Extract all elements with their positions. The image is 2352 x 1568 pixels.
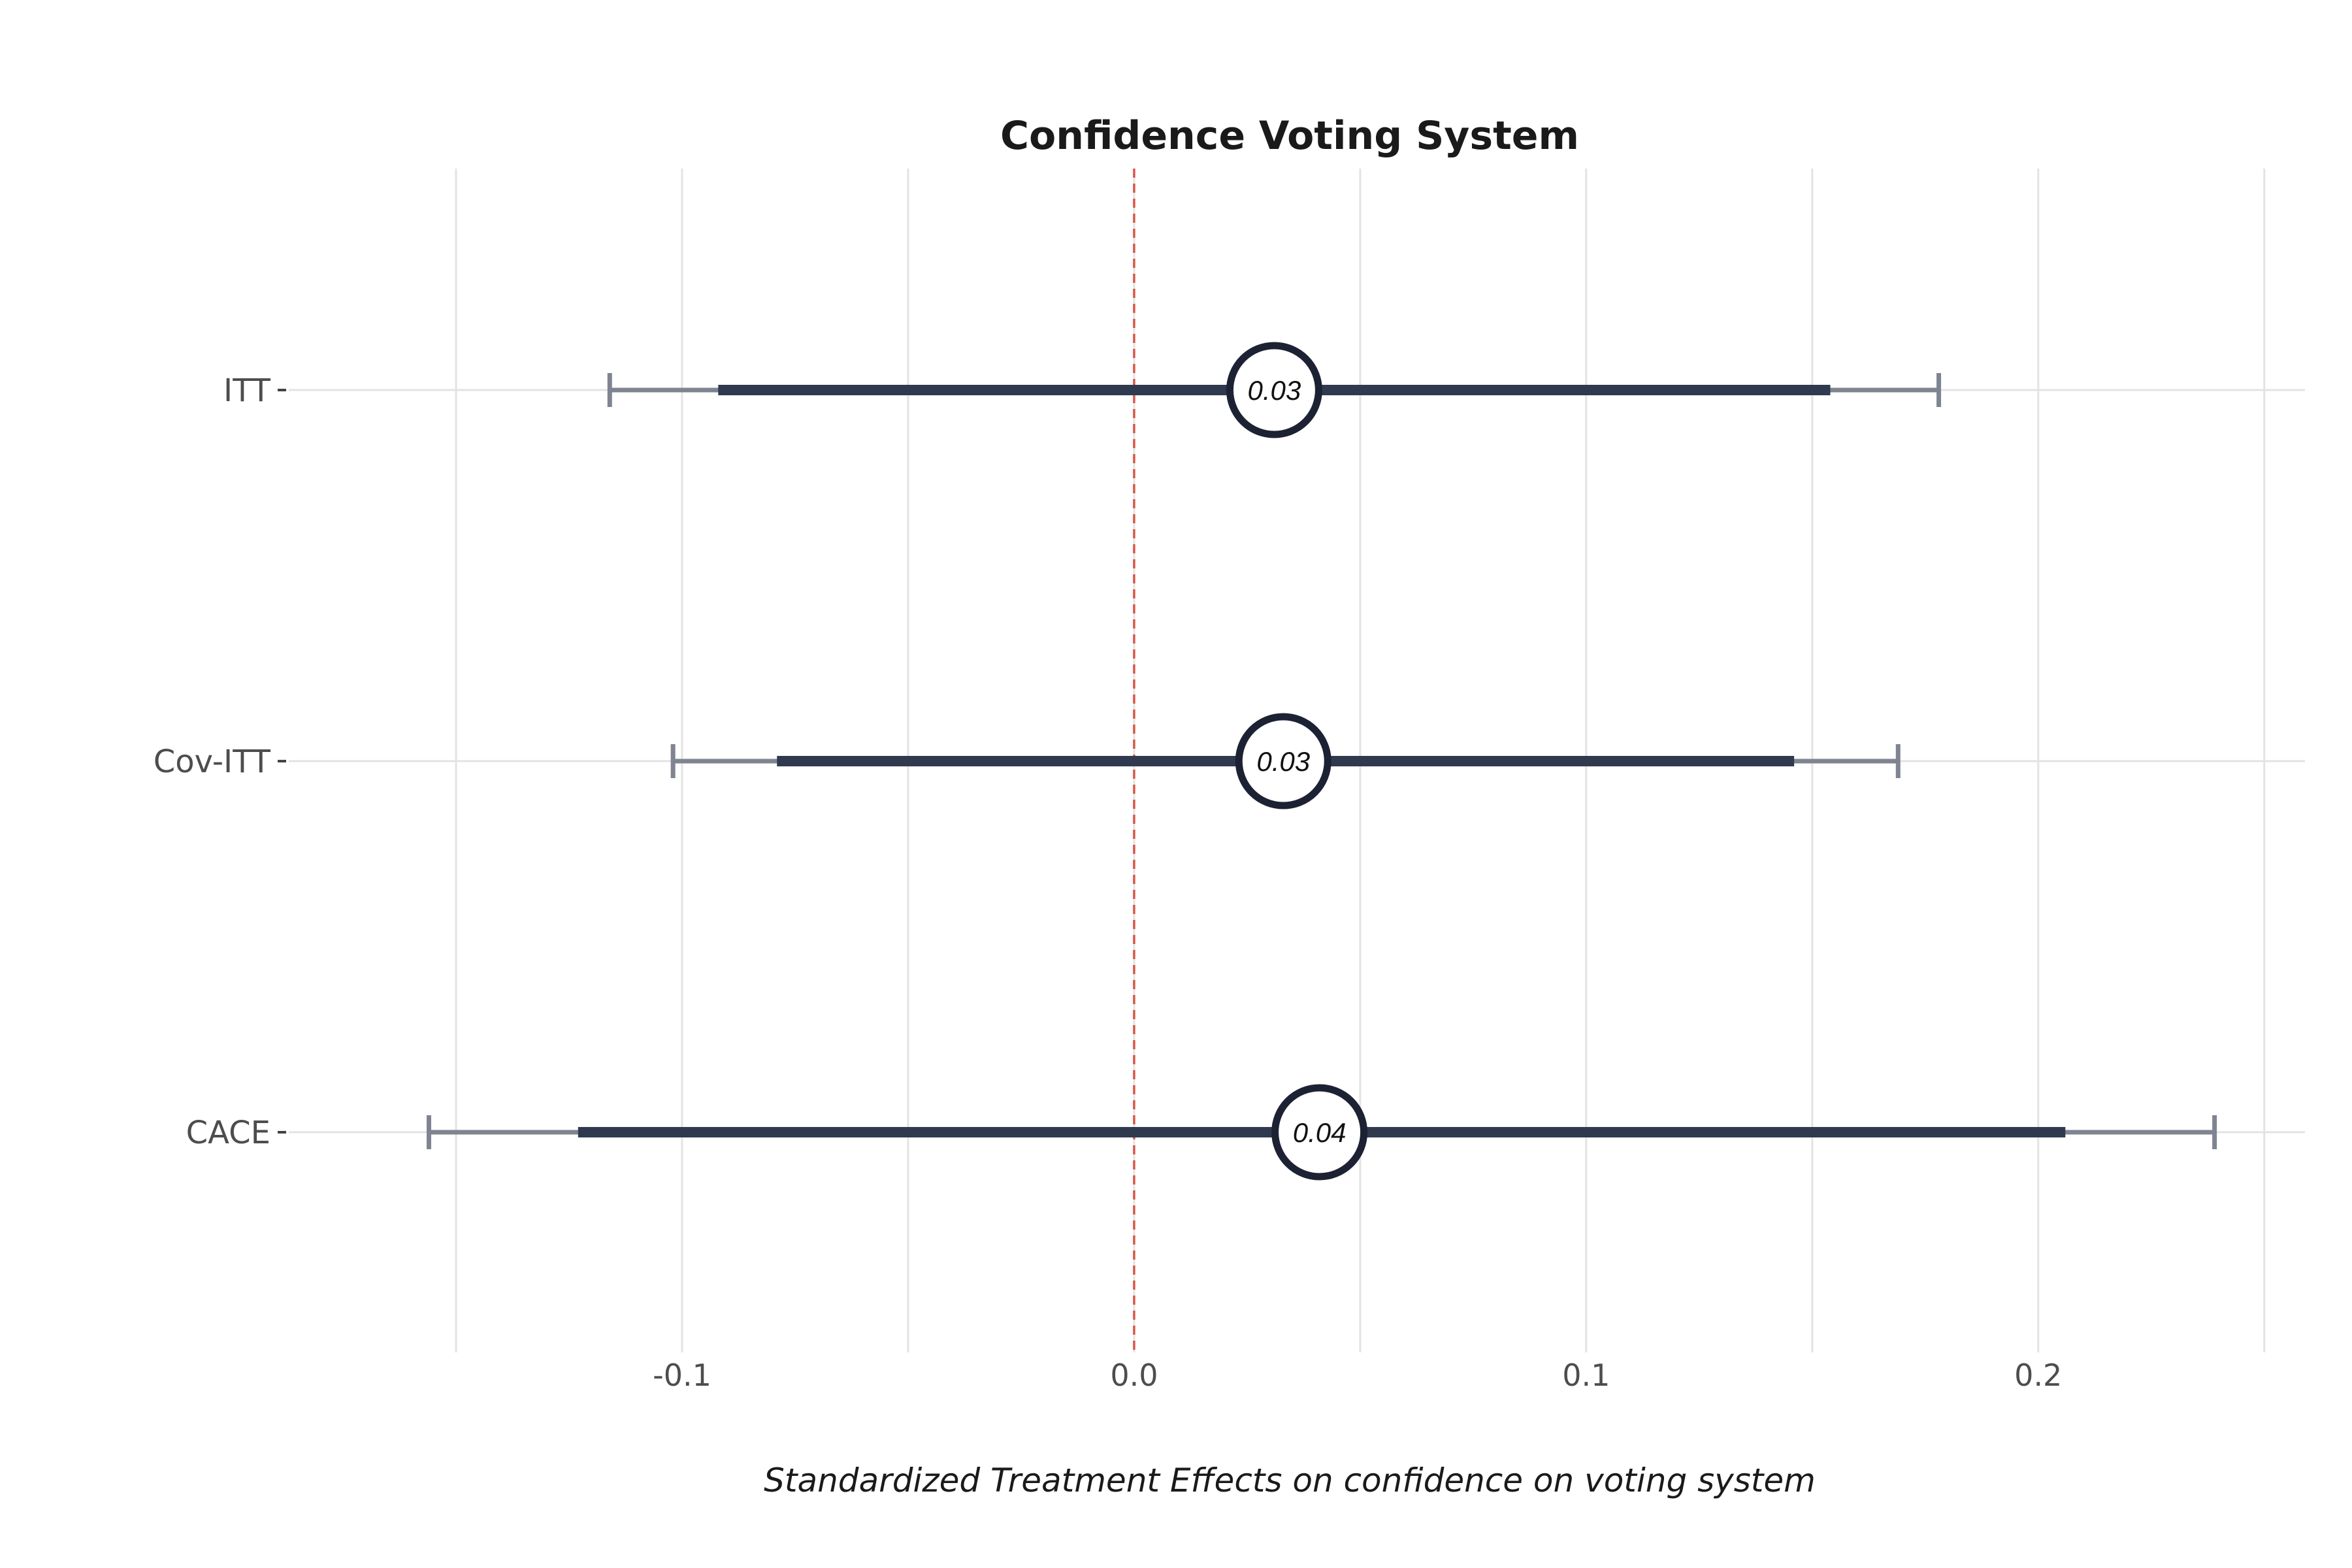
x-axis-ticks: -0.1 0.0 0.1 0.2: [653, 1358, 2062, 1393]
x-axis-title: Standardized Treatment Effects on confid…: [764, 1462, 1816, 1499]
x-tick-label: 0.1: [1562, 1358, 1610, 1393]
point-estimate-marker: [1226, 342, 1322, 438]
x-tick-label: -0.1: [653, 1358, 711, 1393]
chart-title: Confidence Voting System: [1000, 113, 1579, 159]
x-tick-label: 0.0: [1110, 1358, 1158, 1393]
x-tick-label: 0.2: [2014, 1358, 2062, 1393]
point-estimate-label: 0.03: [1256, 746, 1310, 777]
y-tick-label: CACE: [186, 1115, 270, 1151]
y-tick-label: ITT: [223, 372, 271, 409]
point-estimate-label: 0.04: [1293, 1117, 1347, 1148]
y-tick-label: Cov-ITT: [154, 743, 271, 780]
point-estimate-marker: [1235, 713, 1331, 809]
point-estimate-marker: [1271, 1084, 1368, 1181]
point-estimate-label: 0.03: [1248, 375, 1301, 406]
y-axis-labels: ITT Cov-ITT CACE: [154, 372, 286, 1151]
point-estimates-layer: 0.03 0.03 0.04: [1226, 342, 1368, 1181]
